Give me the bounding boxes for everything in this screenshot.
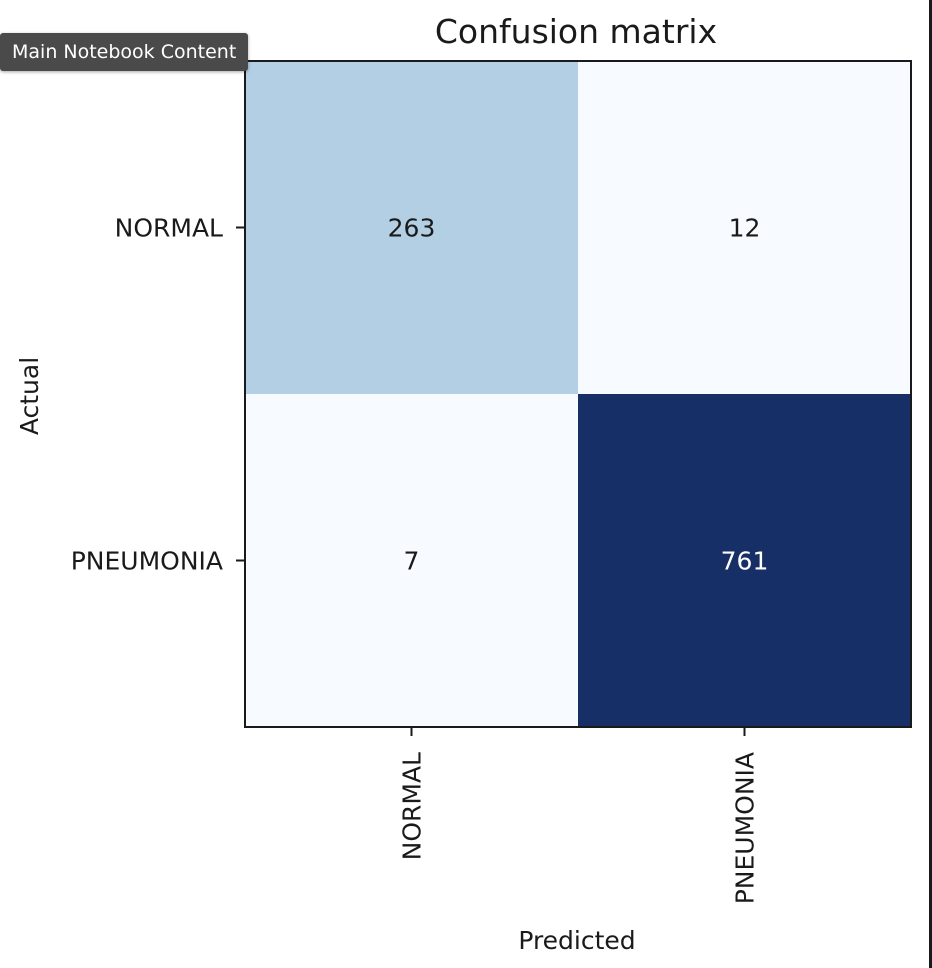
heatmap-cell-pneumonia-normal: [245, 394, 578, 727]
y-tick-label: NORMAL: [115, 214, 223, 243]
cell-value-label: 7: [404, 547, 420, 576]
y-tick-label: PNEUMONIA: [71, 547, 223, 576]
heatmap-cell-normal-pneumonia: [578, 61, 911, 394]
heatmap-cell-pneumonia-pneumonia: [578, 394, 911, 727]
cell-value-label: 263: [388, 214, 436, 243]
tooltip: Main Notebook Content: [0, 33, 249, 71]
plot-frame: [244, 60, 912, 728]
axis-ticks: NORMAL PNEUMONIA NORMAL PNEUMONIA: [71, 214, 760, 905]
window-edge: [929, 0, 932, 968]
x-tick-label: PNEUMONIA: [731, 752, 760, 904]
chart-title: Confusion matrix: [435, 12, 717, 51]
x-tick-label: NORMAL: [398, 752, 427, 860]
x-axis-label: Predicted: [518, 926, 635, 955]
heatmap-cells: 263 12 7 761: [245, 61, 911, 727]
heatmap-cell-normal-normal: [245, 61, 578, 394]
y-axis-label: Actual: [15, 357, 44, 435]
cell-value-label: 12: [729, 214, 761, 243]
cell-value-label: 761: [721, 547, 769, 576]
